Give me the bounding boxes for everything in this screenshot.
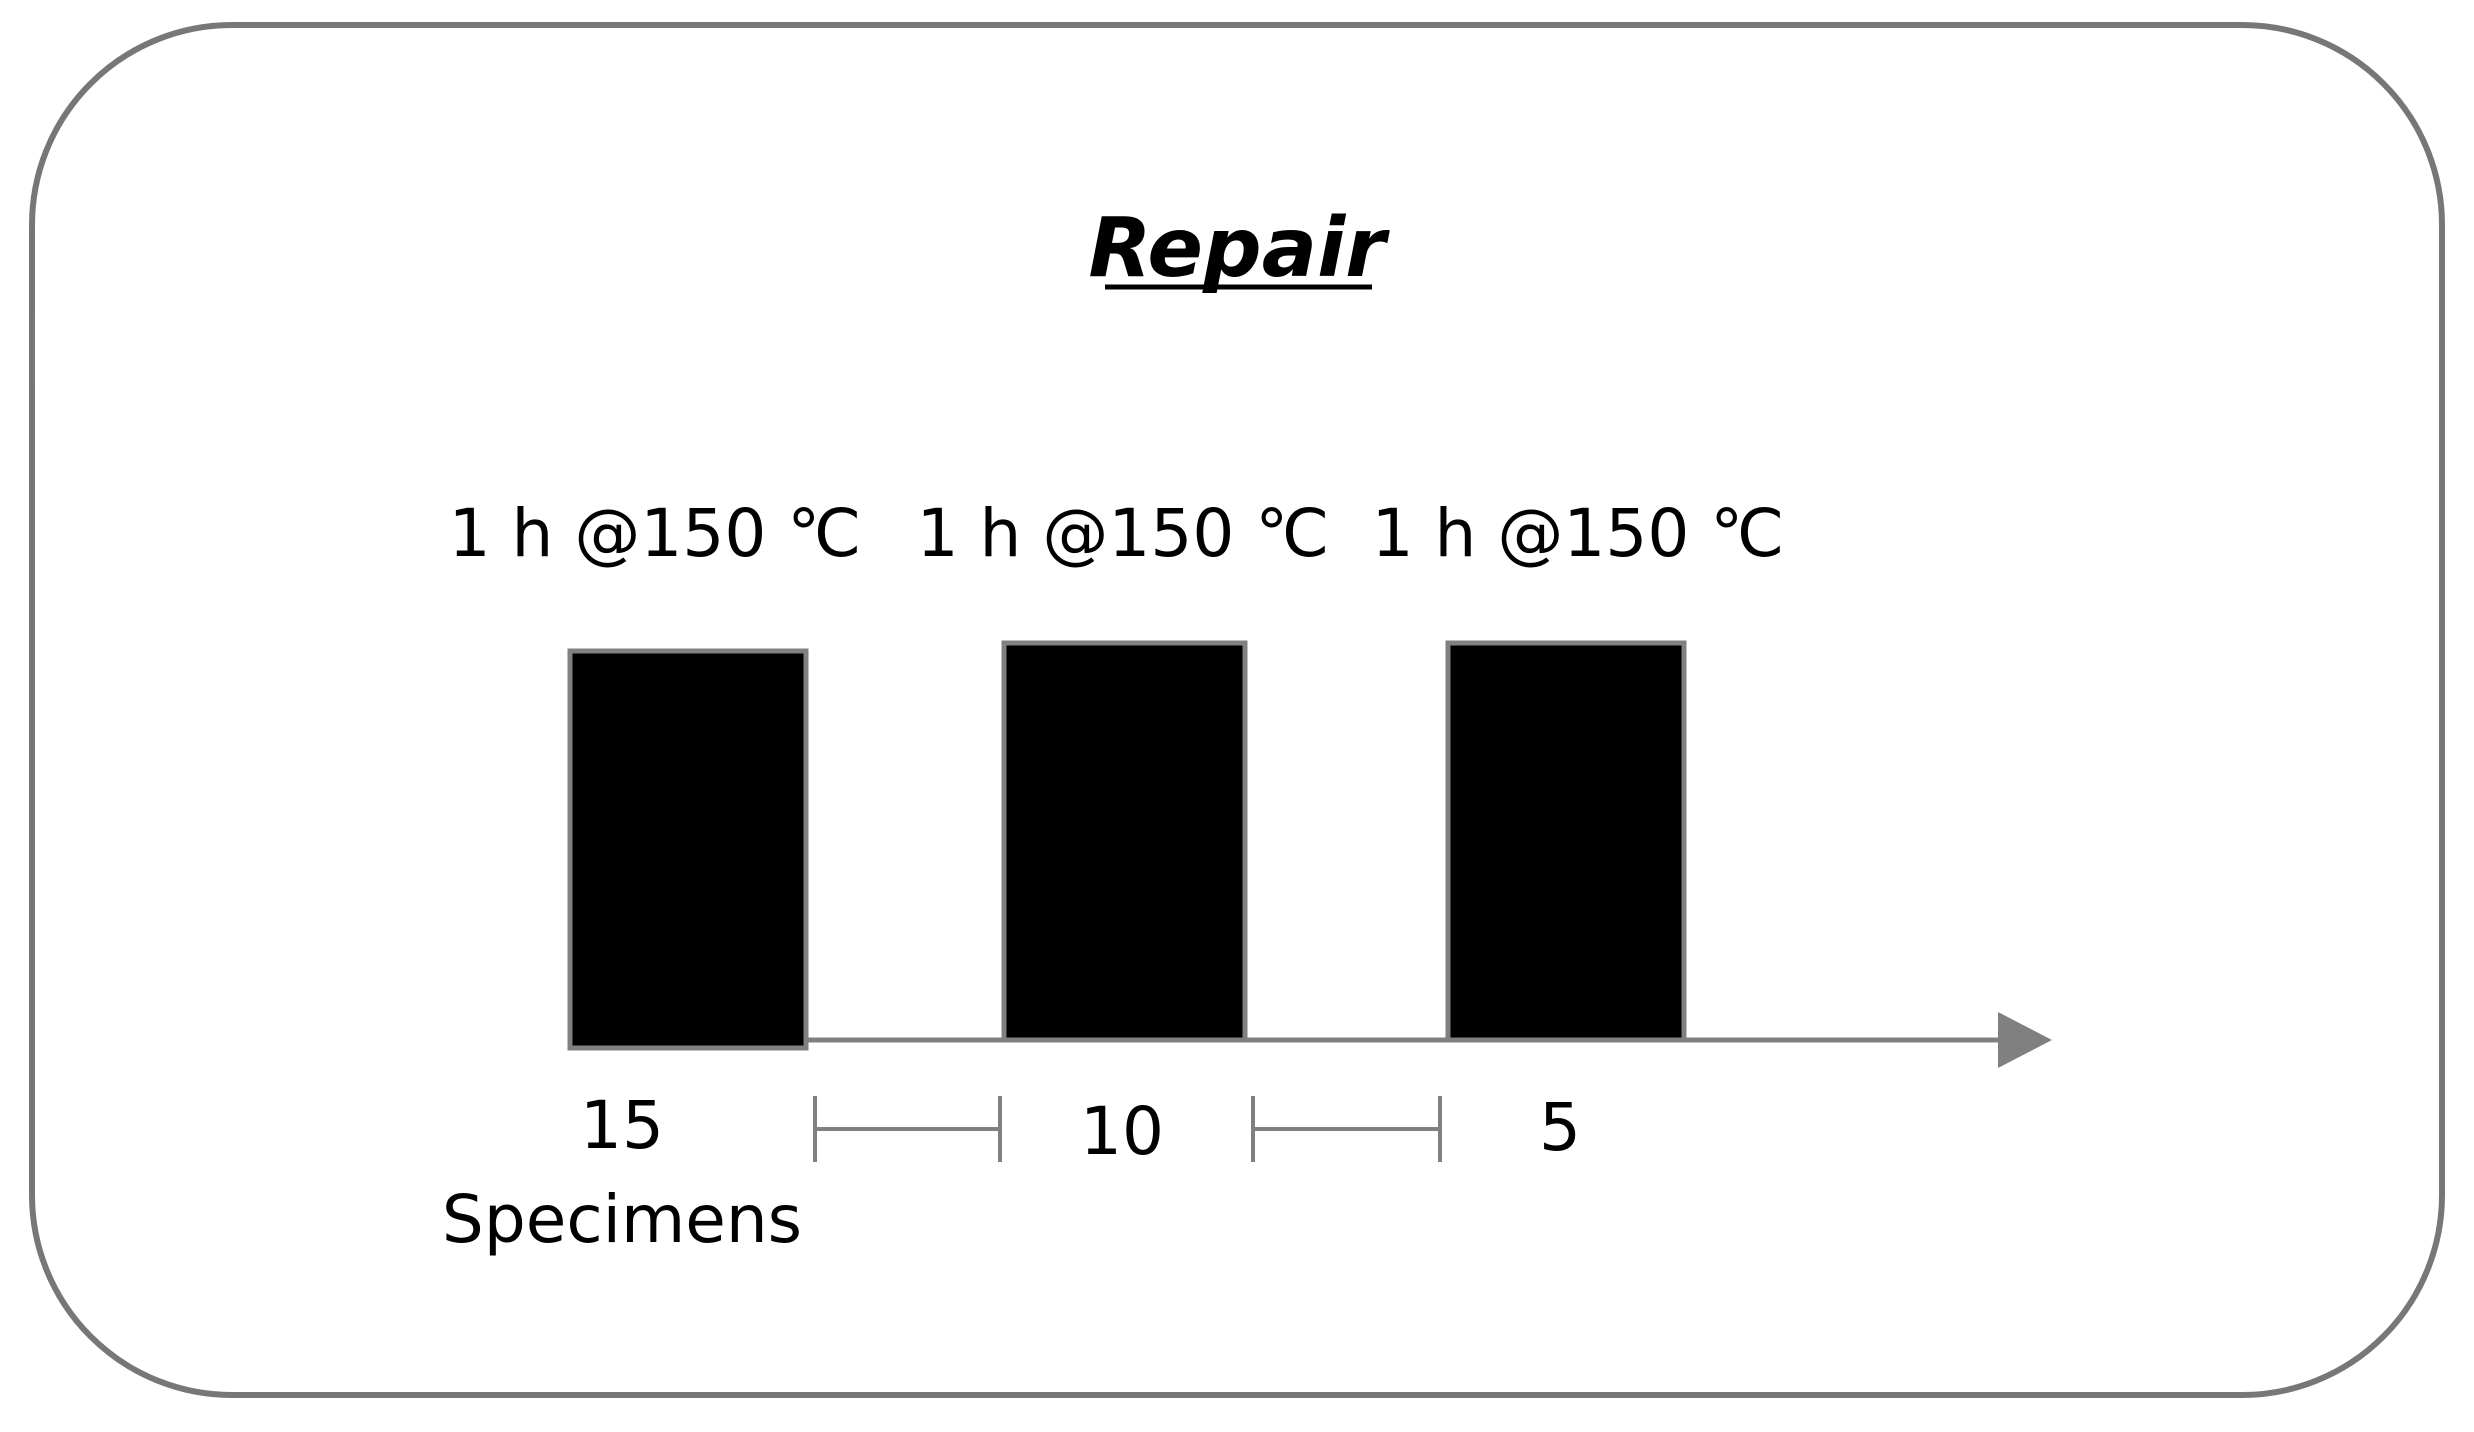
step-3-specimen-count: 5 bbox=[1539, 1089, 1581, 1166]
interval-marker-2 bbox=[1251, 1096, 1442, 1162]
diagram-title: Repair bbox=[1088, 201, 1390, 296]
timeline-arrowhead bbox=[1998, 1012, 2052, 1068]
step-1-condition: 1 h @150 ℃ bbox=[449, 495, 862, 572]
repair-block-3 bbox=[1445, 640, 1687, 1043]
specimens-label: Specimens bbox=[442, 1181, 802, 1258]
step-1-specimen-count: 15 bbox=[580, 1087, 664, 1164]
interval-marker-1 bbox=[813, 1096, 1002, 1162]
step-2-specimen-count: 10 bbox=[1080, 1093, 1164, 1170]
step-2-condition: 1 h @150 ℃ bbox=[917, 495, 1330, 572]
repair-block-2 bbox=[1001, 640, 1248, 1043]
step-3-condition: 1 h @150 ℃ bbox=[1372, 495, 1785, 572]
repair-block-1 bbox=[567, 648, 809, 1051]
